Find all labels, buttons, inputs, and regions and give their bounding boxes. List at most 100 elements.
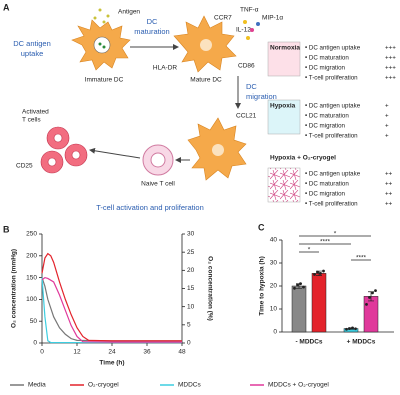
nucleus [150, 152, 166, 168]
label: IL-12 [236, 27, 251, 34]
label: Immature DC [85, 77, 124, 84]
condition-item: • DC antigen uptake [305, 45, 361, 52]
label: DC antigen [13, 39, 51, 48]
label: TNF-α [240, 7, 259, 14]
x-tick-label: 24 [108, 349, 116, 356]
label: CCL21 [236, 113, 257, 120]
label: T cells [22, 117, 41, 124]
panel-label: A [3, 2, 10, 12]
y-tick-label: 150 [26, 274, 37, 281]
y-tick-label: 100 [26, 296, 37, 303]
data-point [319, 271, 322, 275]
label: MIP-1α [262, 15, 283, 22]
condition-name: Hypoxia [270, 103, 296, 110]
bar [291, 285, 307, 333]
y-axis-title: O₂ concentration (mmHg) [11, 249, 18, 328]
y-tick-label: 50 [30, 318, 38, 325]
data-point [368, 296, 371, 299]
label: CCR7 [214, 15, 232, 22]
series-line [41, 252, 182, 342]
condition-score: ++ [385, 191, 393, 198]
condition-item: • DC migration [305, 123, 346, 130]
condition-name: Hypoxia + O₂-cryogel [270, 155, 336, 162]
panel-label: C [258, 222, 265, 232]
data-point [299, 282, 302, 286]
x-axis-title: Time (h) [99, 360, 124, 367]
label: migration [246, 92, 277, 101]
label: DC [246, 82, 257, 91]
antigen-dots [93, 8, 110, 24]
conditions [267, 41, 301, 203]
y2-tick-label: 25 [187, 249, 195, 256]
label: Naive T cell [141, 181, 175, 188]
condition-item: • DC migration [305, 65, 346, 72]
label: Antigen [118, 9, 140, 16]
condition-item: • DC antigen uptake [305, 171, 361, 178]
y-axis-title: Time to hypoxia (h) [259, 256, 266, 315]
data-point [345, 327, 348, 331]
significance: * [308, 247, 311, 254]
mature-dc [173, 15, 237, 73]
data-point [316, 270, 319, 274]
condition-box [267, 41, 301, 77]
series-line [41, 277, 182, 342]
legend-label: MDDCs [178, 382, 201, 389]
data-point [354, 327, 357, 331]
data-point [371, 291, 374, 295]
y2-tick-label: 0 [187, 340, 191, 347]
x-tick-label: 36 [143, 349, 151, 356]
activated-t-cells [40, 126, 88, 174]
condition-score: ++ [385, 201, 393, 208]
legend-label: O₂-cryogel [88, 382, 119, 389]
condition-item: • T-cell proliferation [305, 201, 358, 208]
condition-score: +++ [385, 45, 396, 52]
condition-box [267, 99, 301, 135]
condition-score: ++ [385, 171, 393, 178]
data-point [302, 285, 305, 289]
bar [363, 296, 379, 333]
series-line [41, 277, 182, 344]
arrow [89, 147, 141, 159]
group-label: + MDDCs [347, 339, 376, 346]
condition-score: + [385, 103, 389, 110]
condition-item: • DC migration [305, 191, 346, 198]
label: maturation [134, 27, 169, 36]
label: DC [147, 17, 158, 26]
condition-item: • T-cell proliferation [305, 75, 358, 82]
condition-name: Normoxia [270, 45, 300, 52]
data-point [322, 269, 325, 273]
label: CD86 [238, 63, 255, 70]
legend-label: MDDCs + O₂-cryogel [268, 382, 329, 389]
y2-axis-title: O₂ concentration (%) [206, 256, 213, 321]
condition-score: +++ [385, 75, 396, 82]
data-point [293, 286, 296, 290]
label: Activated [22, 109, 49, 116]
immature-dc [71, 19, 131, 71]
condition-score: + [385, 133, 389, 140]
legend-label: Media [28, 382, 46, 389]
condition-box [267, 167, 301, 203]
series-line [41, 276, 182, 343]
y-tick-label: 10 [270, 306, 278, 313]
condition-score: + [385, 113, 389, 120]
data-point [348, 327, 351, 330]
y-tick-label: 200 [26, 253, 37, 260]
condition-item: • DC maturation [305, 181, 349, 188]
bar [311, 273, 327, 333]
y-tick-label: 250 [26, 231, 37, 238]
condition-item: • DC maturation [305, 113, 349, 120]
data-point [351, 326, 354, 330]
panel-a: A Antigen DC antigen uptake Immature DC … [3, 2, 301, 212]
data-point [313, 273, 316, 276]
x-tick-label: 48 [178, 349, 186, 356]
group-label: - MDDCs [295, 339, 322, 346]
y2-tick-label: 10 [187, 303, 195, 310]
x-tick-label: 0 [40, 349, 44, 356]
data-point [365, 303, 368, 306]
x-tick-label: 12 [73, 349, 81, 356]
y2-tick-label: 20 [187, 267, 195, 274]
y-tick-label: 20 [270, 283, 278, 290]
significance: **** [320, 239, 331, 246]
cytokine-dots [243, 20, 260, 40]
